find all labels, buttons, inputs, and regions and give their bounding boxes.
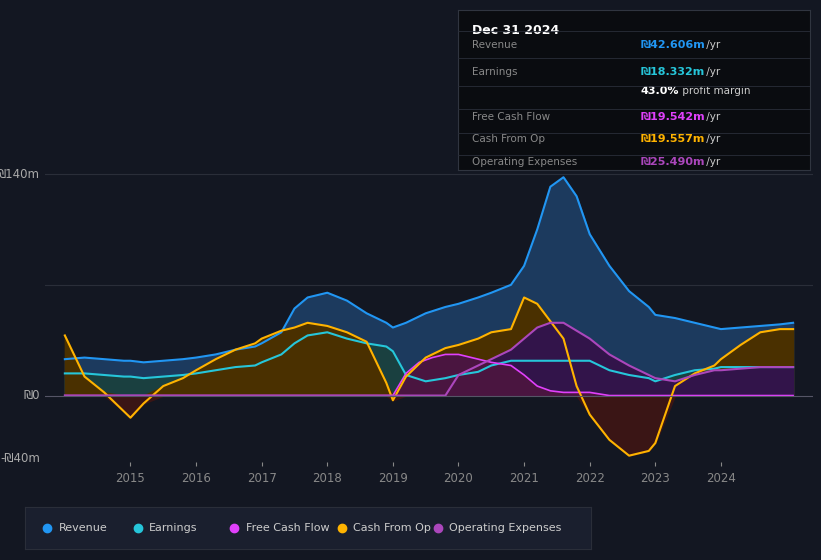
Text: ₪19.542m: ₪19.542m	[641, 112, 705, 122]
Text: Operating Expenses: Operating Expenses	[450, 523, 562, 533]
Text: ₪25.490m: ₪25.490m	[641, 157, 705, 167]
Text: Free Cash Flow: Free Cash Flow	[245, 523, 329, 533]
Text: profit margin: profit margin	[680, 86, 751, 96]
Text: /yr: /yr	[703, 40, 720, 50]
Text: ₪42.606m: ₪42.606m	[641, 40, 705, 50]
Text: Earnings: Earnings	[472, 67, 518, 77]
Text: /yr: /yr	[703, 67, 720, 77]
Text: -₪40m: -₪40m	[0, 452, 39, 465]
Text: ₪0: ₪0	[23, 389, 39, 402]
Text: /yr: /yr	[703, 112, 720, 122]
Text: /yr: /yr	[703, 134, 720, 144]
Text: ₪19.557m: ₪19.557m	[641, 134, 705, 144]
Text: 43.0%: 43.0%	[641, 86, 679, 96]
Text: ₪18.332m: ₪18.332m	[641, 67, 705, 77]
Text: ₪140m: ₪140m	[0, 167, 39, 180]
Text: Free Cash Flow: Free Cash Flow	[472, 112, 550, 122]
Text: Operating Expenses: Operating Expenses	[472, 157, 577, 167]
Text: Revenue: Revenue	[472, 40, 517, 50]
Text: Earnings: Earnings	[149, 523, 198, 533]
Text: Cash From Op: Cash From Op	[353, 523, 431, 533]
Text: /yr: /yr	[703, 157, 720, 167]
Text: Revenue: Revenue	[58, 523, 108, 533]
Text: Cash From Op: Cash From Op	[472, 134, 545, 144]
Text: Dec 31 2024: Dec 31 2024	[472, 25, 559, 38]
